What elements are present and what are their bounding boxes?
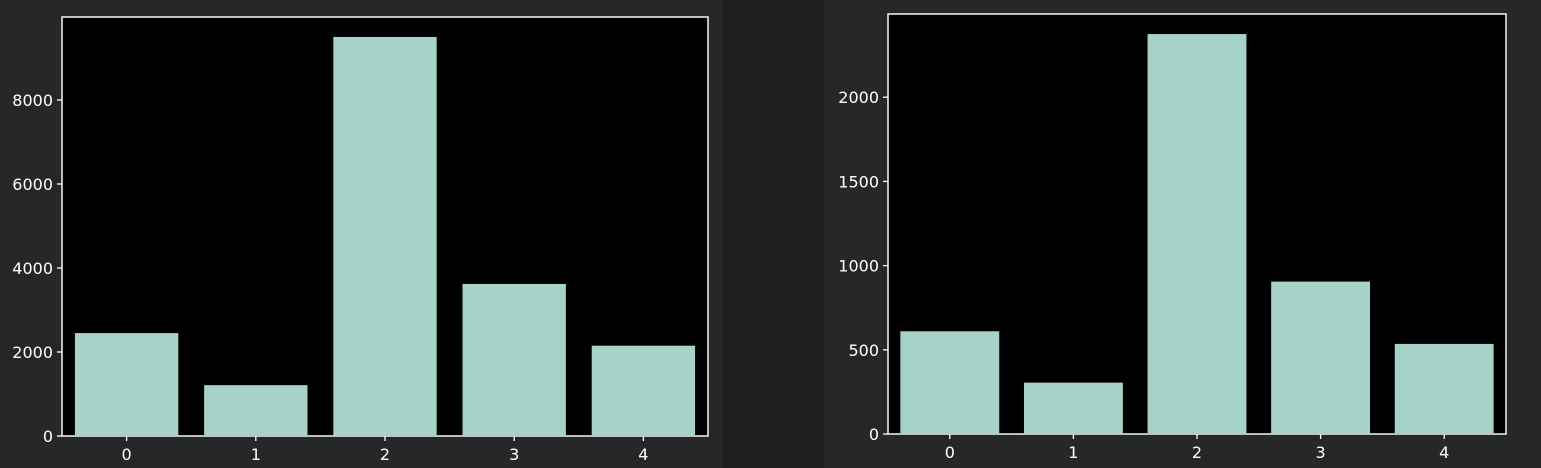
left-bar-3 xyxy=(462,283,566,436)
left-ytick-label-0: 0 xyxy=(43,427,53,446)
right-xtick-label-4: 4 xyxy=(1439,443,1449,462)
left-bar-1 xyxy=(204,385,308,436)
right-ytick-label-1000: 1000 xyxy=(838,257,879,276)
right-xtick-label-1: 1 xyxy=(1068,443,1078,462)
right-bar-4 xyxy=(1394,343,1494,434)
right-xtick-label-0: 0 xyxy=(945,443,955,462)
right-ytick-label-2000: 2000 xyxy=(838,88,879,107)
left-ytick-label-4000: 4000 xyxy=(12,259,53,278)
left-bar-chart: 0 1 2 3 4 0 2000 4000 6000 8000 xyxy=(12,16,709,464)
right-bar-2 xyxy=(1147,34,1247,434)
left-xtick-label-4: 4 xyxy=(638,445,648,464)
left-ytick-label-2000: 2000 xyxy=(12,343,53,362)
right-ytick-label-1500: 1500 xyxy=(838,172,879,191)
right-chart-panel: 0 1 2 3 4 0 500 1000 1500 2000 xyxy=(824,0,1541,468)
right-bar-3 xyxy=(1271,281,1371,434)
right-bar-1 xyxy=(1023,382,1123,434)
right-xtick-label-3: 3 xyxy=(1316,443,1326,462)
right-xtick-label-2: 2 xyxy=(1192,443,1202,462)
left-bar-0 xyxy=(74,333,179,436)
left-bar-2 xyxy=(333,36,437,436)
panel-divider xyxy=(722,0,824,468)
left-bar-4 xyxy=(591,345,696,436)
left-chart-panel: 0 1 2 3 4 0 2000 4000 6000 8000 xyxy=(0,0,722,468)
right-ytick-label-500: 500 xyxy=(848,341,879,360)
left-xtick-label-0: 0 xyxy=(122,445,132,464)
right-ytick-label-0: 0 xyxy=(869,425,879,444)
left-xtick-label-1: 1 xyxy=(251,445,261,464)
right-bar-0 xyxy=(900,331,1000,434)
right-bar-chart: 0 1 2 3 4 0 500 1000 1500 2000 xyxy=(838,13,1507,462)
left-ytick-label-6000: 6000 xyxy=(12,175,53,194)
left-xtick-label-2: 2 xyxy=(380,445,390,464)
left-xtick-label-3: 3 xyxy=(509,445,519,464)
left-ytick-label-8000: 8000 xyxy=(12,91,53,110)
